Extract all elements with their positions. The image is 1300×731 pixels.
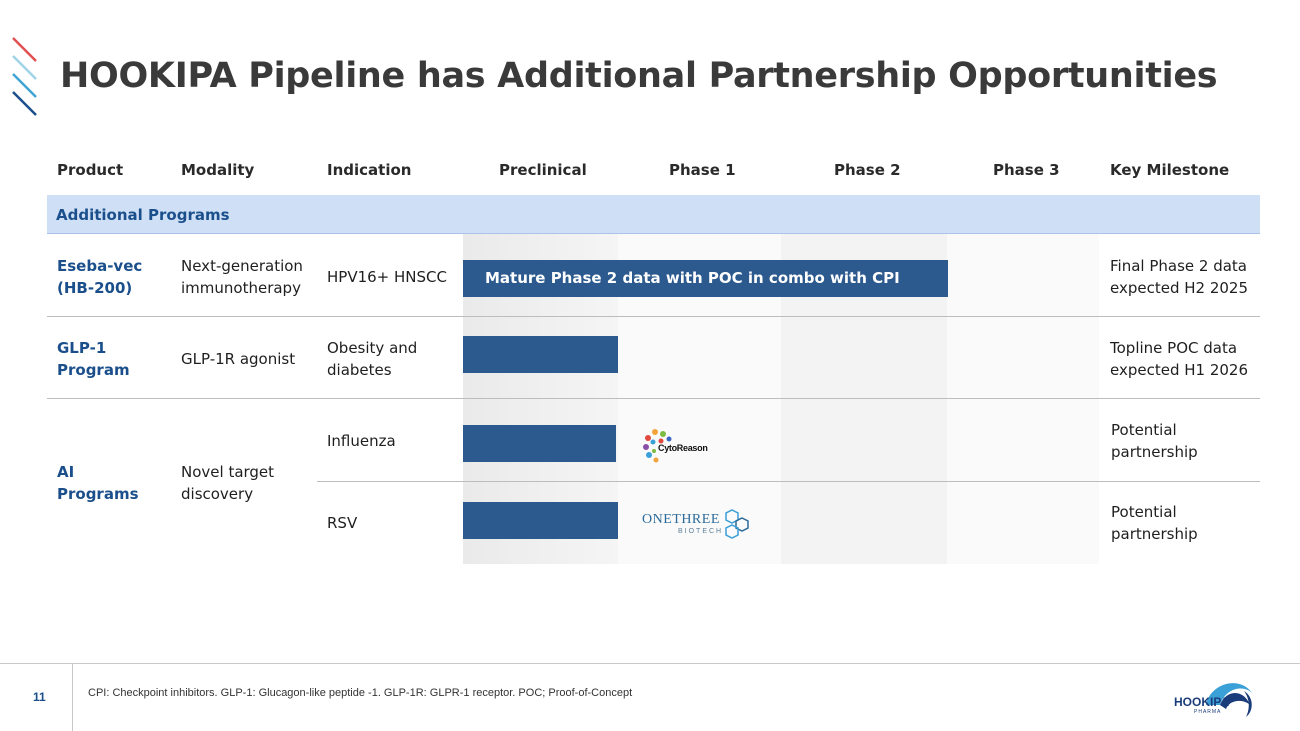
hookipa-subtitle: PHARMA: [1194, 709, 1222, 715]
product-name: GLP-1 Program: [57, 339, 130, 379]
modality-text: Novel target discovery: [181, 463, 275, 503]
indication-text: Obesity and diabetes: [327, 339, 418, 379]
bar-label: Mature Phase 2 data with POC in combo wi…: [485, 269, 900, 287]
page-number: 11: [33, 690, 46, 704]
row-divider: [47, 316, 1260, 317]
page-title: HOOKIPA Pipeline has Additional Partners…: [60, 56, 1218, 96]
column-header-product: Product: [57, 161, 124, 179]
cytoreason-mark-icon: [643, 429, 672, 463]
cytoreason-logo: CytoReason: [640, 426, 720, 468]
column-header-phase3: Phase 3: [993, 161, 1060, 179]
footer-vertical-divider: [72, 663, 73, 731]
section-label: Additional Programs: [56, 206, 230, 224]
milestone-text: Final Phase 2 data expected H2 2025: [1110, 257, 1249, 297]
column-header-phase2: Phase 2: [834, 161, 901, 179]
footer-divider: [0, 663, 1300, 664]
onethree-subtitle: BIOTECH: [678, 528, 724, 535]
phase-progress-bar: [463, 425, 616, 462]
wave-icon: [1206, 683, 1252, 717]
milestone-text: Potential partnership: [1111, 503, 1198, 543]
phase3-column-shade: [947, 234, 1099, 564]
onethree-biotech-logo: ONETHREE BIOTECH: [640, 505, 752, 545]
phase-progress-bar: [463, 336, 618, 373]
footnote: CPI: Checkpoint inhibitors. GLP-1: Gluca…: [88, 687, 633, 699]
indication-text: HPV16+ HNSCC: [327, 268, 447, 286]
section-band: Additional Programs: [47, 195, 1260, 234]
milestone-text: Topline POC data expected H1 2026: [1110, 339, 1249, 379]
hexagon-icon: [725, 509, 749, 539]
column-header-modality: Modality: [181, 161, 255, 179]
product-name: Eseba-vec (HB-200): [57, 257, 143, 297]
row-divider: [47, 398, 1260, 399]
onethree-wordmark: ONETHREE: [642, 512, 720, 527]
phase-progress-bar: [463, 502, 618, 539]
accent-lines-decoration: [12, 37, 37, 116]
column-header-indication: Indication: [327, 161, 412, 179]
column-header-key-milestone: Key Milestone: [1110, 161, 1230, 179]
hookipa-logo: HOOKIPA PHARMA: [1170, 675, 1260, 723]
cytoreason-wordmark: CytoReason: [658, 443, 708, 453]
indication-text: RSV: [327, 514, 358, 532]
phase-progress-bar: Mature Phase 2 data with POC in combo wi…: [463, 260, 948, 297]
product-name: AI Programs: [57, 463, 139, 503]
modality-text: Next-generation immunotherapy: [181, 257, 303, 297]
milestone-text: Potential partnership: [1111, 421, 1198, 461]
indication-text: Influenza: [327, 432, 396, 450]
column-header-preclinical: Preclinical: [499, 161, 587, 179]
column-header-phase1: Phase 1: [669, 161, 736, 179]
hookipa-wordmark: HOOKIPA: [1174, 695, 1230, 709]
modality-text: GLP-1R agonist: [181, 350, 296, 368]
row-divider: [317, 481, 1260, 482]
